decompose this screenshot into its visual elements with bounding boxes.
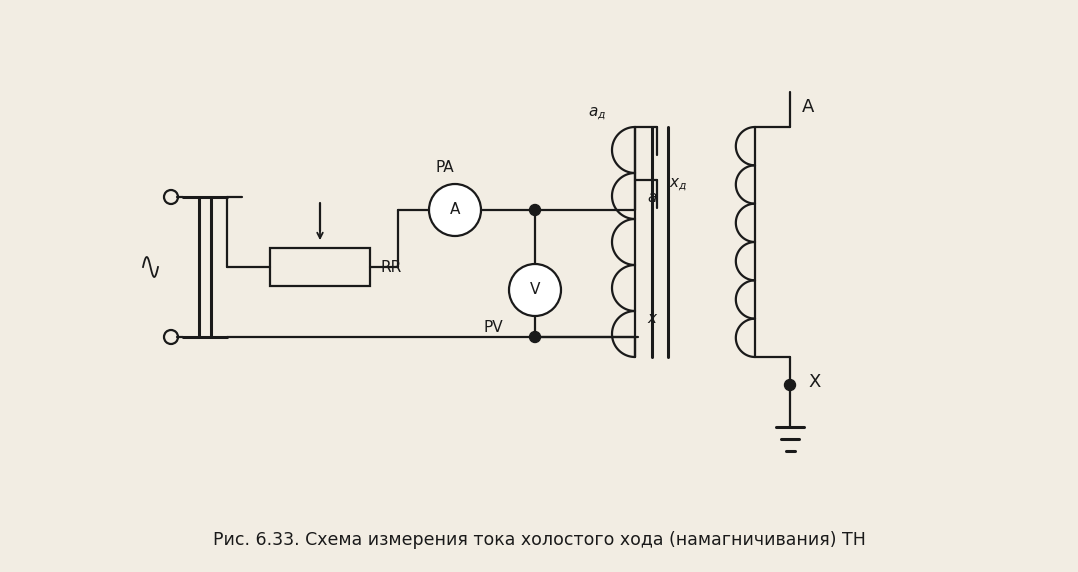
Circle shape xyxy=(509,264,561,316)
Text: x: x xyxy=(647,312,657,327)
Text: RR: RR xyxy=(381,260,401,275)
Text: $x_д$: $x_д$ xyxy=(669,177,687,193)
Text: $a_д$: $a_д$ xyxy=(588,105,606,122)
Circle shape xyxy=(785,379,796,391)
Text: A: A xyxy=(802,98,814,116)
Circle shape xyxy=(529,205,540,216)
Text: PV: PV xyxy=(483,320,502,336)
Bar xyxy=(270,248,370,286)
Circle shape xyxy=(429,184,481,236)
Circle shape xyxy=(529,332,540,343)
Text: X: X xyxy=(808,373,820,391)
Text: Рис. 6.33. Схема измерения тока холостого хода (намагничивания) ТН: Рис. 6.33. Схема измерения тока холостог… xyxy=(212,531,866,549)
Text: A: A xyxy=(450,202,460,217)
Text: PA: PA xyxy=(436,161,454,176)
Text: V: V xyxy=(529,283,540,297)
Text: a: a xyxy=(647,190,657,205)
